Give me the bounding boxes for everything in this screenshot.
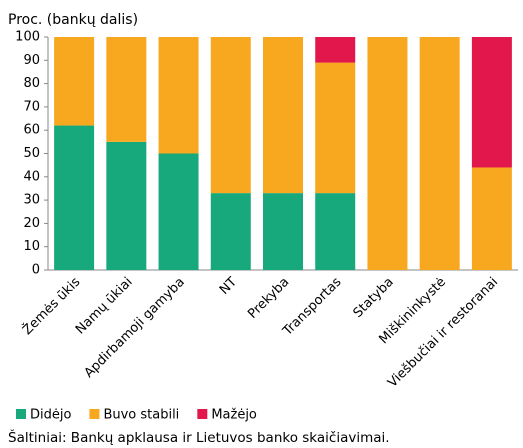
- y-tick-label: 20: [23, 216, 40, 231]
- bar-segment: [471, 167, 512, 270]
- bar-segment: [106, 141, 147, 270]
- y-tick-label: 90: [23, 53, 40, 68]
- y-tick-label: 50: [23, 146, 40, 161]
- y-tick-label: 70: [23, 99, 40, 114]
- bar-segment: [54, 37, 95, 126]
- y-tick-label: 30: [23, 193, 40, 208]
- x-tick-label: Viešbučiai ir restoranai: [385, 275, 501, 391]
- bar-segment: [367, 37, 408, 270]
- y-tick-label: 10: [23, 239, 40, 254]
- y-tick-label: 100: [15, 30, 40, 45]
- bar-segment: [263, 37, 303, 194]
- x-tick-label: NT: [217, 275, 240, 298]
- x-tick-label: Prekyba: [245, 275, 292, 322]
- y-tick-label: 60: [23, 123, 40, 138]
- bar-segment: [210, 193, 251, 270]
- legend-swatch: [197, 409, 208, 419]
- bar-segment: [315, 37, 356, 63]
- bar-segment: [315, 193, 356, 270]
- bar-segment: [263, 193, 303, 270]
- x-tick-label: Statyba: [351, 275, 397, 321]
- bar-segment: [106, 37, 147, 142]
- legend-label: Buvo stabili: [103, 408, 179, 423]
- bar-segment: [315, 62, 356, 194]
- y-tick-label: 80: [23, 76, 40, 91]
- bar-segment: [471, 37, 512, 168]
- legend-label: Mažėjo: [211, 408, 257, 423]
- legend-swatch: [16, 409, 26, 419]
- source: Šaltiniai: Bankų apklausa ir Lietuvos ba…: [8, 428, 390, 446]
- y-tick-label: 40: [23, 169, 40, 184]
- bar-segment: [158, 37, 199, 154]
- legend-label: Didėjo: [30, 408, 71, 423]
- legend-swatch: [89, 409, 100, 419]
- x-tick-label: Apdirbamoji gamyba: [82, 275, 188, 381]
- y-axis-label: Proc. (bankų dalis): [8, 12, 138, 28]
- bar-segment: [210, 37, 251, 194]
- bar-segment: [158, 153, 199, 270]
- bar-segment: [54, 125, 95, 270]
- bar-segment: [419, 37, 460, 270]
- y-tick-label: 0: [32, 263, 40, 278]
